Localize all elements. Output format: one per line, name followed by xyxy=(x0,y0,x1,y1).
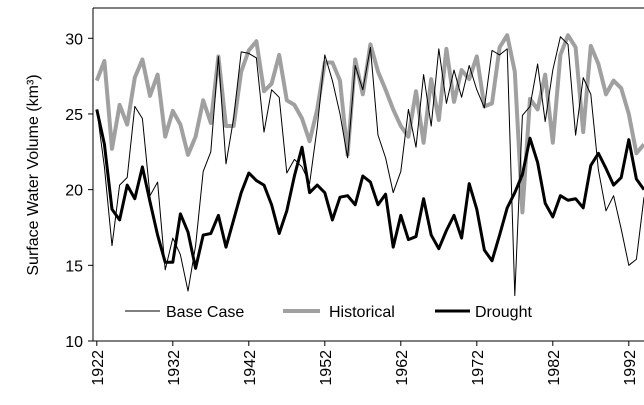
y-axis-label: Surface Water Volume (km³) xyxy=(25,74,42,275)
legend-label: Base Case xyxy=(166,304,244,321)
series-line xyxy=(95,109,644,270)
y-tick-label: 20 xyxy=(65,183,83,200)
y-tick-label: 25 xyxy=(65,107,83,124)
x-tick-label: 1922 xyxy=(90,350,107,386)
y-tick-label: 30 xyxy=(65,31,83,48)
y-tick-label: 15 xyxy=(65,258,83,275)
x-tick-label: 1992 xyxy=(622,350,639,386)
x-tick-label: 1972 xyxy=(470,350,487,386)
series-line xyxy=(96,36,644,297)
x-tick-label: 1932 xyxy=(166,350,183,386)
x-tick-label: 1962 xyxy=(394,350,411,386)
legend-label: Drought xyxy=(475,304,532,321)
x-tick-label: 1952 xyxy=(318,350,335,386)
y-tick-label: 10 xyxy=(65,334,83,351)
x-tick-label: 1982 xyxy=(546,350,563,386)
legend-label: Historical xyxy=(329,304,395,321)
series-line xyxy=(94,33,644,215)
x-tick-label: 1942 xyxy=(242,350,259,386)
